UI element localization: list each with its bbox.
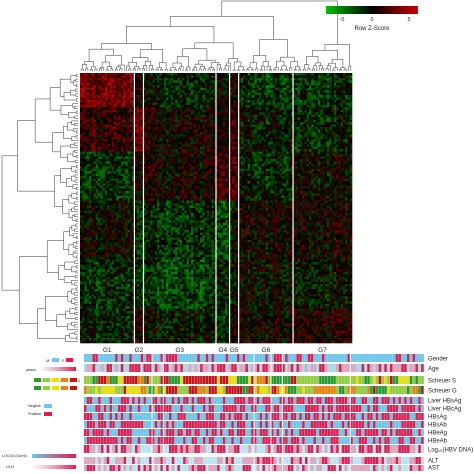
group-label: G7 bbox=[318, 347, 327, 354]
legend-uln-label: ULN bbox=[6, 465, 14, 469]
annotation-track-label: Gender bbox=[428, 357, 448, 363]
legend-negative-label: Negtive bbox=[28, 404, 41, 408]
group-label: G3 bbox=[175, 347, 184, 354]
legend-dna-unit: LOG10 (IU/ml) bbox=[2, 454, 27, 458]
legend-negative-swatch bbox=[44, 404, 52, 408]
annotation-track-label: Scheuer G bbox=[428, 389, 457, 395]
annotation-track-label: Age bbox=[428, 367, 439, 373]
color-key: -5 0 5 Row Z-Score bbox=[326, 6, 418, 32]
annotation-track-label: HBeAg bbox=[428, 431, 447, 437]
annotation-track-label: Liver HBcAg bbox=[428, 407, 461, 413]
legend-positive-label: Positive bbox=[28, 412, 41, 416]
legend-positive-swatch bbox=[44, 412, 52, 416]
group-label: G2 bbox=[135, 347, 144, 354]
annotation-track-label: Log₁₀(HBV DNA) bbox=[428, 448, 473, 454]
annotation-track-label: HBeAb bbox=[428, 439, 448, 445]
annotation-track-label: Liver HBsAg bbox=[428, 399, 461, 405]
annotation-track-label: HBsAb bbox=[428, 423, 447, 429]
annotation-track-label: HBsAg bbox=[428, 415, 447, 421]
color-key-tick-low: -5 bbox=[340, 17, 345, 23]
annotation-track-labels: Gender Age Scheuer S Scheuer G Liver HBsAg Li… bbox=[428, 357, 473, 472]
heatmap-matrix bbox=[80, 73, 353, 344]
legend-gender-f-swatch bbox=[66, 358, 73, 362]
legend-gender-f: F bbox=[62, 358, 65, 363]
legend-dna-gradient bbox=[32, 454, 76, 458]
annotation-track-label: AST bbox=[428, 466, 440, 472]
group-label: G5 bbox=[230, 347, 239, 354]
group-label: G4 bbox=[218, 347, 227, 354]
legend-uln-gradient bbox=[32, 465, 76, 469]
annotation-tracks bbox=[84, 352, 424, 474]
annotation-track-label: ALT bbox=[428, 459, 439, 465]
color-key-tick-high: 5 bbox=[407, 17, 410, 23]
row-dendrogram bbox=[2, 74, 78, 342]
color-key-gradient bbox=[326, 6, 418, 14]
legend-age-unit: years bbox=[26, 367, 36, 372]
legend-age-gradient bbox=[40, 367, 76, 371]
group-separators bbox=[133, 73, 294, 349]
annotation-track-label: Scheuer S bbox=[428, 379, 456, 385]
group-label: G1 bbox=[103, 347, 112, 354]
column-dendrogram bbox=[81, 1, 351, 71]
color-key-title: Row Z-Score bbox=[354, 26, 390, 32]
group-label: G6 bbox=[262, 347, 271, 354]
legend-scheuer-level: 4 bbox=[78, 379, 80, 383]
color-key-tick-mid: 0 bbox=[370, 17, 373, 23]
group-labels: G1 G2 G3 G4 G5 G6 G7 bbox=[103, 347, 327, 354]
legend-gender-m-swatch bbox=[52, 358, 59, 362]
legend-gender-m: M bbox=[46, 358, 49, 363]
